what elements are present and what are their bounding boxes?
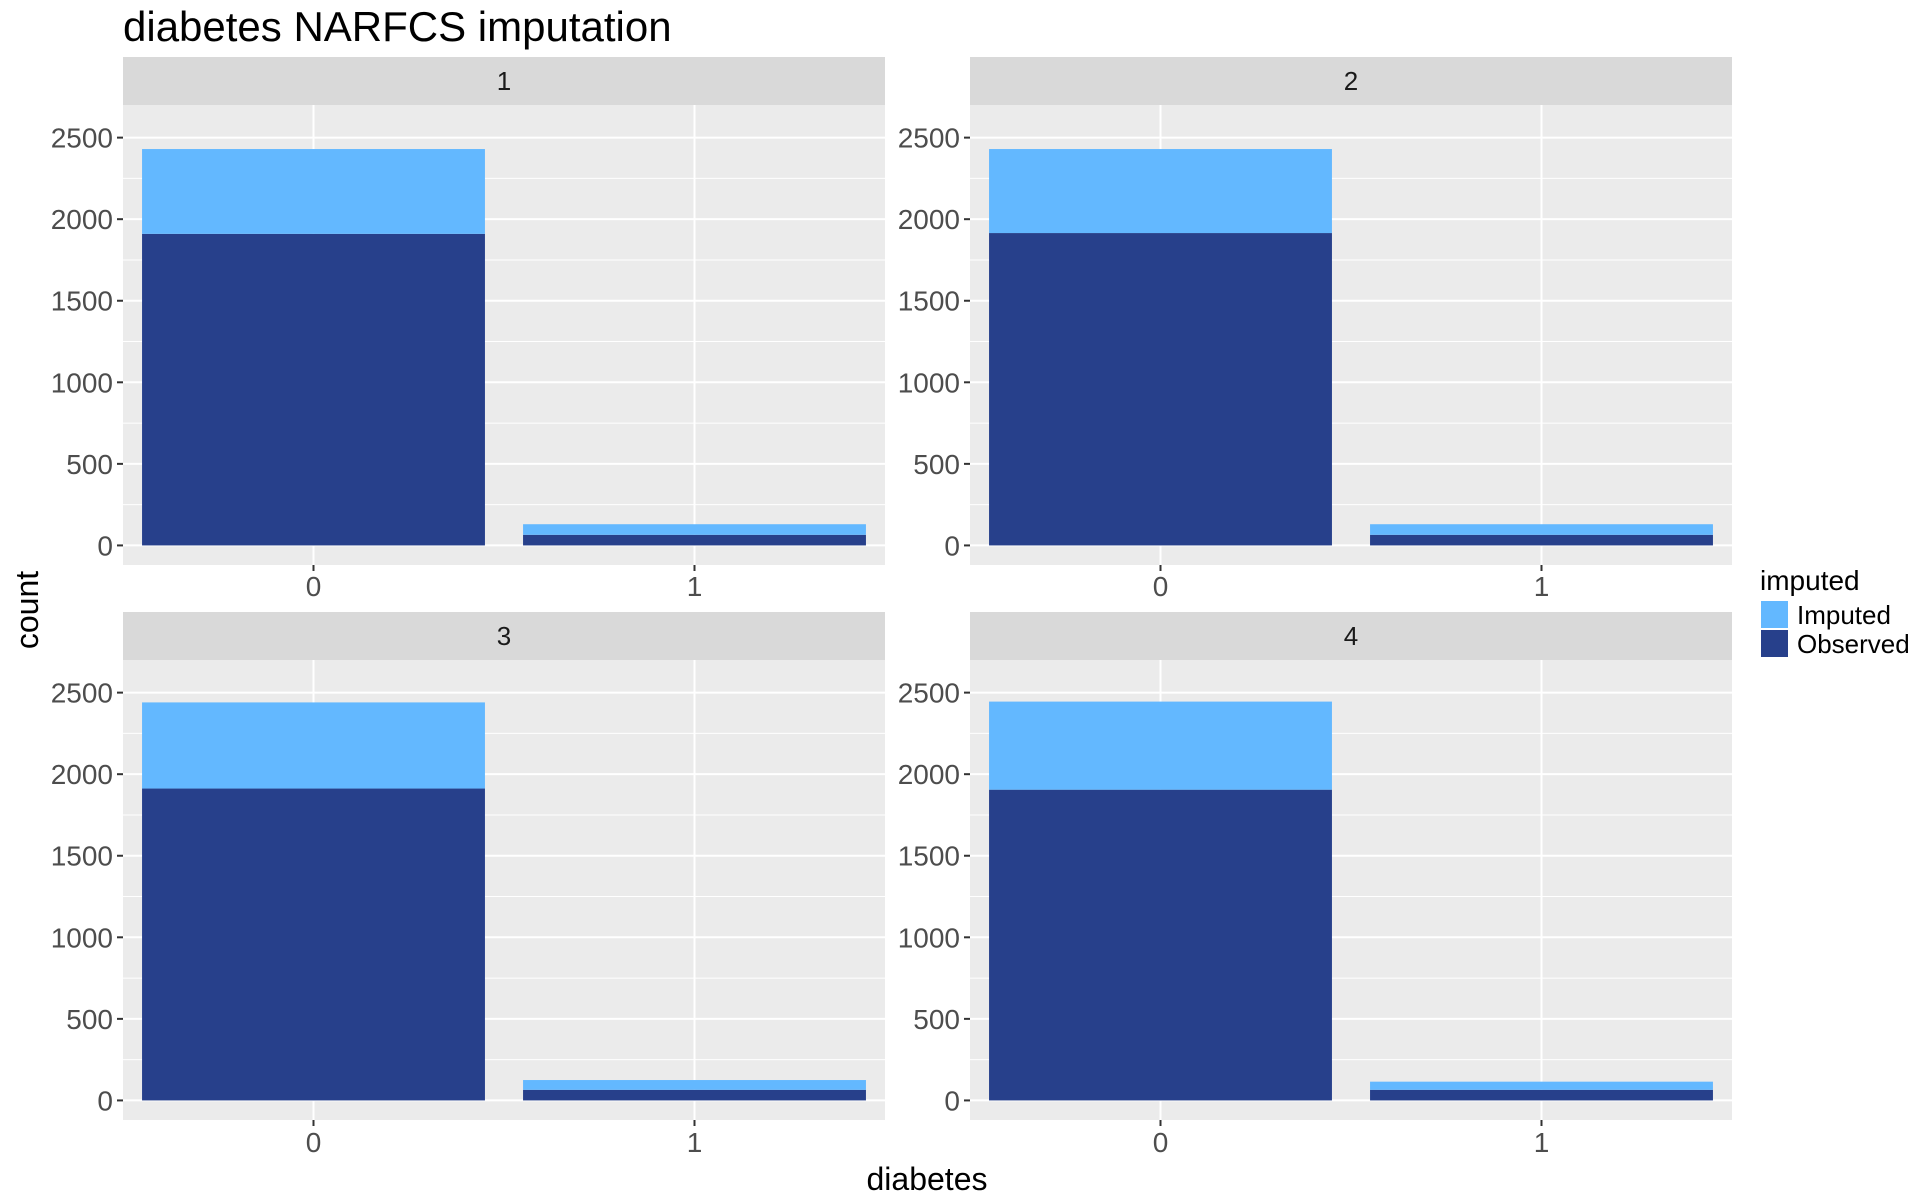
y-tick-label: 1500 xyxy=(898,286,960,317)
bar-observed-0 xyxy=(142,788,485,1101)
bar-observed-1 xyxy=(523,534,866,546)
facet-strip-label: 4 xyxy=(1344,621,1358,651)
bar-observed-1 xyxy=(1370,1089,1713,1101)
chart-title: diabetes NARFCS imputation xyxy=(123,3,672,50)
y-tick-label: 0 xyxy=(97,1085,113,1116)
x-tick-label: 0 xyxy=(306,571,322,602)
y-tick-label: 1500 xyxy=(898,841,960,872)
facet-panel-4: 4 0 500 1000 1500 2000 2500 0 1 xyxy=(898,612,1732,1158)
bar-observed-1 xyxy=(523,1089,866,1101)
bar-imputed-0 xyxy=(142,149,485,234)
bar-observed-0 xyxy=(142,233,485,546)
facet-strip-label: 3 xyxy=(497,621,511,651)
y-tick-label: 2000 xyxy=(51,204,113,235)
facet-panel-3: 3 0 500 1000 1500 2000 2500 0 1 xyxy=(51,612,885,1158)
legend-key-imputed xyxy=(1761,601,1788,628)
y-tick-label: 500 xyxy=(913,1004,960,1035)
y-tick-label: 2500 xyxy=(898,123,960,154)
y-tick-label: 500 xyxy=(913,449,960,480)
legend-key-observed xyxy=(1761,630,1788,657)
bar-observed-0 xyxy=(989,233,1332,546)
facet-panel-2: 2 0 500 1000 1500 2000 2500 0 1 xyxy=(898,57,1732,602)
facet-panel-1: 1 0 500 1000 1500 2000 2500 0 1 xyxy=(51,57,885,602)
y-tick-label: 1000 xyxy=(51,367,113,398)
x-tick-label: 1 xyxy=(687,571,703,602)
bar-imputed-0 xyxy=(142,702,485,789)
y-tick-label: 2000 xyxy=(898,204,960,235)
facet-strip xyxy=(970,612,1732,660)
facet-strip xyxy=(123,612,885,660)
y-tick-label: 0 xyxy=(944,530,960,561)
y-tick-label: 2500 xyxy=(51,123,113,154)
x-tick-label: 0 xyxy=(306,1127,322,1158)
y-tick-label: 0 xyxy=(97,530,113,561)
x-tick-label: 1 xyxy=(1534,1127,1550,1158)
y-tick-label: 2500 xyxy=(898,678,960,709)
y-tick-label: 1000 xyxy=(51,922,113,953)
y-tick-label: 0 xyxy=(944,1085,960,1116)
bar-observed-0 xyxy=(989,789,1332,1101)
y-tick-label: 1000 xyxy=(898,922,960,953)
facet-strip-label: 1 xyxy=(497,66,511,96)
facet-strip-label: 2 xyxy=(1344,66,1358,96)
bar-imputed-0 xyxy=(989,701,1332,790)
facet-strip xyxy=(970,57,1732,105)
y-tick-label: 500 xyxy=(66,1004,113,1035)
y-tick-label: 500 xyxy=(66,449,113,480)
x-tick-label: 1 xyxy=(687,1127,703,1158)
bar-observed-1 xyxy=(1370,534,1713,546)
y-tick-label: 1500 xyxy=(51,286,113,317)
x-tick-label: 1 xyxy=(1534,571,1550,602)
y-tick-label: 1500 xyxy=(51,841,113,872)
x-tick-label: 0 xyxy=(1153,571,1169,602)
legend-label-observed: Observed xyxy=(1797,629,1910,659)
y-tick-label: 2500 xyxy=(51,678,113,709)
y-axis-title: count xyxy=(9,571,45,649)
x-axis-title: diabetes xyxy=(867,1161,988,1197)
bar-imputed-1 xyxy=(1370,524,1713,535)
bar-imputed-0 xyxy=(989,149,1332,234)
facet-strip xyxy=(123,57,885,105)
y-tick-label: 2000 xyxy=(898,759,960,790)
y-tick-label: 2000 xyxy=(51,759,113,790)
y-tick-label: 1000 xyxy=(898,367,960,398)
legend-title: imputed xyxy=(1760,565,1860,596)
bar-imputed-1 xyxy=(523,524,866,535)
x-tick-label: 0 xyxy=(1153,1127,1169,1158)
legend-label-imputed: Imputed xyxy=(1797,600,1891,630)
bar-imputed-1 xyxy=(1370,1081,1713,1090)
bar-imputed-1 xyxy=(523,1080,866,1090)
